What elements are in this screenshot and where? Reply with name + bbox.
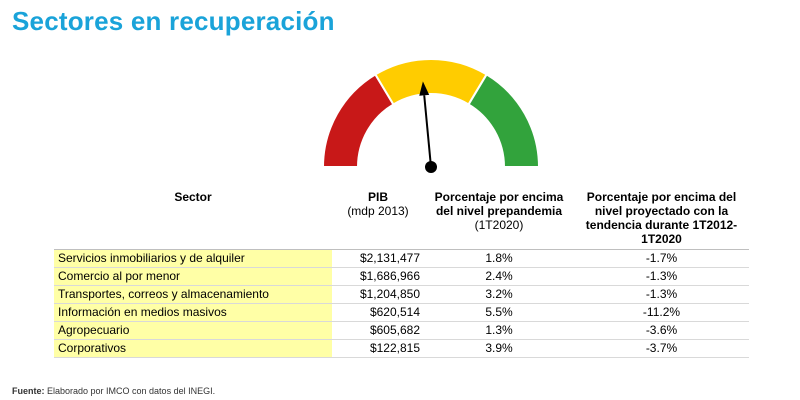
cell-proyectado: -1.7% bbox=[574, 249, 749, 268]
table-row: Información en medios masivos $620,514 5.5… bbox=[54, 303, 749, 322]
cell-proyectado: -3.6% bbox=[574, 321, 749, 340]
cell-prepandemia: 1.8% bbox=[424, 249, 574, 268]
table-row: Comercio al por menor $1,686,966 2.4% -1.3% bbox=[54, 267, 749, 286]
sectors-table: Sector PIB (mdp 2013) Porcentaje por enc… bbox=[54, 188, 749, 358]
table-row: Agropecuario $605,682 1.3% -3.6% bbox=[54, 321, 749, 340]
cell-prepandemia: 2.4% bbox=[424, 267, 574, 286]
page-title: Sectores en recuperación bbox=[12, 6, 335, 36]
header-proyectado: Porcentaje por encima del nivel proyecta… bbox=[585, 190, 738, 246]
table-row: Transportes, correos y almacenamiento $1,… bbox=[54, 285, 749, 304]
gauge-needle bbox=[423, 95, 432, 168]
cell-sector: Información en medios masivos bbox=[54, 303, 332, 322]
header-prepandemia: Porcentaje por encima del nivel prepande… bbox=[434, 190, 564, 232]
cell-sector: Transportes, correos y almacenamiento bbox=[54, 285, 332, 304]
table-row: Corporativos $122,815 3.9% -3.7% bbox=[54, 339, 749, 358]
cell-pib: $1,204,850 bbox=[332, 285, 424, 304]
recovery-gauge bbox=[321, 58, 541, 173]
cell-proyectado: -1.3% bbox=[574, 267, 749, 286]
gauge-pivot bbox=[425, 161, 437, 173]
cell-sector: Corporativos bbox=[54, 339, 332, 358]
cell-prepandemia: 1.3% bbox=[424, 321, 574, 340]
table-header-row: Sector PIB (mdp 2013) Porcentaje por enc… bbox=[54, 188, 749, 250]
gauge-needle-arrowhead bbox=[419, 81, 430, 96]
cell-prepandemia: 5.5% bbox=[424, 303, 574, 322]
table-row: Servicios inmobiliarios y de alquiler $2,… bbox=[54, 249, 749, 268]
cell-pib: $605,682 bbox=[332, 321, 424, 340]
header-pib: PIB (mdp 2013) bbox=[347, 190, 409, 218]
source-footnote: Fuente: Elaborado por IMCO con datos del… bbox=[12, 386, 216, 396]
gauge-segment-green bbox=[467, 73, 541, 168]
cell-sector: Agropecuario bbox=[54, 321, 332, 340]
cell-prepandemia: 3.9% bbox=[424, 339, 574, 358]
header-sector: Sector bbox=[174, 190, 212, 204]
cell-pib: $1,686,966 bbox=[332, 267, 424, 286]
cell-proyectado: -11.2% bbox=[574, 303, 749, 322]
cell-pib: $2,131,477 bbox=[332, 249, 424, 268]
gauge-segment-yellow bbox=[374, 58, 488, 106]
cell-sector: Comercio al por menor bbox=[54, 267, 332, 286]
cell-sector: Servicios inmobiliarios y de alquiler bbox=[54, 249, 332, 268]
cell-pib: $122,815 bbox=[332, 339, 424, 358]
cell-prepandemia: 3.2% bbox=[424, 285, 574, 304]
cell-proyectado: -3.7% bbox=[574, 339, 749, 358]
cell-proyectado: -1.3% bbox=[574, 285, 749, 304]
cell-pib: $620,514 bbox=[332, 303, 424, 322]
